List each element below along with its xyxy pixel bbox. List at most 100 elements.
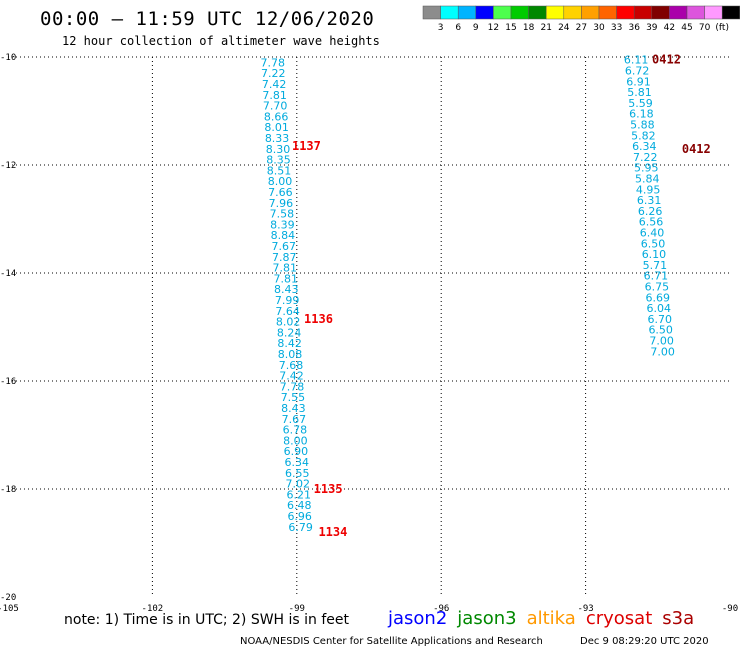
swh-value-label: 7.70	[263, 100, 288, 113]
colorbar-swatch	[422, 5, 441, 20]
time-annotation: 1134	[318, 525, 347, 539]
swh-value-label: 8.08	[278, 348, 303, 361]
swh-value-label: 7.42	[262, 78, 287, 91]
swh-value-label: 6.69	[646, 291, 671, 304]
swh-value-label: 8.43	[274, 283, 299, 296]
colorbar-label: 6	[455, 23, 461, 33]
swh-value-label: 8.66	[264, 110, 289, 123]
colorbar-swatch	[669, 5, 688, 20]
swh-value-label: 6.91	[626, 75, 651, 88]
x-tick-label: -102	[142, 604, 164, 614]
time-annotation: 1135	[314, 482, 343, 496]
swh-value-label: 8.33	[265, 132, 290, 145]
swh-value-label: 7.22	[633, 151, 658, 164]
swh-value-label: 5.95	[634, 162, 659, 175]
swh-value-label: 7.81	[273, 262, 298, 275]
colorbar-label: 70	[699, 23, 711, 33]
swh-value-label: 8.42	[277, 337, 302, 350]
colorbar-swatch	[581, 5, 600, 20]
swh-value-label: 7.96	[269, 197, 294, 210]
colorbar-swatch	[686, 5, 705, 20]
swh-value-label: 6.34	[285, 456, 310, 469]
satellite-legend: jason2 jason3 altika cryosat s3a	[388, 608, 704, 629]
swh-value-label: 7.81	[262, 89, 287, 102]
swh-value-label: 4.95	[636, 183, 661, 196]
swh-value-label: 6.70	[647, 313, 672, 326]
swh-value-label: 8.02	[276, 316, 301, 329]
swh-value-label: 7.00	[650, 345, 675, 358]
swh-value-label: 8.51	[267, 164, 292, 177]
chart-subtitle: 12 hour collection of altimeter wave hei…	[62, 34, 380, 48]
swh-value-label: 7.00	[649, 335, 674, 348]
swh-value-label: 5.82	[631, 129, 656, 142]
x-tick-label: -99	[289, 604, 305, 614]
swh-value-label: 5.59	[628, 97, 653, 110]
colorbar-label: 36	[628, 23, 640, 33]
y-tick-label: -14	[0, 269, 16, 279]
satellite-jason2: jason2	[388, 608, 448, 629]
swh-value-label: 6.75	[645, 281, 670, 294]
colorbar-swatch	[510, 5, 529, 20]
swh-value-label: 7.87	[272, 251, 297, 264]
swh-value-label: 8.01	[264, 121, 289, 134]
footer-note: note: 1) Time is in UTC; 2) SWH is in fe…	[64, 612, 350, 628]
swh-value-label: 5.88	[630, 119, 655, 132]
chart-title: 00:00 – 11:59 UTC 12/06/2020	[40, 8, 375, 30]
swh-value-label: 7.99	[275, 294, 300, 307]
swh-value-label: 7.81	[273, 272, 298, 285]
satellite-s3a: s3a	[662, 608, 695, 629]
swh-value-label: 8.43	[281, 402, 306, 415]
swh-value-label: 8.35	[266, 154, 291, 167]
swh-value-label: 6.11	[624, 54, 649, 67]
time-annotation: 0412	[682, 142, 711, 156]
y-tick-label: -18	[0, 485, 16, 495]
x-tick-label: -105	[0, 604, 19, 614]
satellite-altika: altika	[526, 608, 576, 629]
swh-value-label: 6.55	[285, 467, 310, 480]
colorbar-swatch	[528, 5, 547, 20]
swh-value-label: 6.50	[648, 324, 673, 337]
swh-value-label: 8.00	[268, 175, 293, 188]
x-tick-label: -96	[433, 604, 449, 614]
y-tick-label: -10	[0, 53, 16, 63]
swh-value-label: 7.67	[282, 413, 307, 426]
swh-value-label: 8.84	[271, 229, 296, 242]
swh-value-label: 6.04	[647, 302, 672, 315]
swh-value-label: 7.78	[280, 380, 305, 393]
swh-value-label: 6.56	[639, 216, 664, 229]
swh-value-label: 6.96	[287, 510, 312, 523]
colorbar-label: 9	[473, 23, 479, 33]
colorbar-unit: (ft)	[715, 23, 729, 33]
time-annotation: 1136	[304, 312, 333, 326]
swh-value-label: 5.84	[635, 173, 660, 186]
colorbar-swatch	[651, 5, 670, 20]
y-tick-label: -16	[0, 377, 16, 387]
colorbar-swatch	[598, 5, 617, 20]
swh-value-label: 6.48	[287, 499, 312, 512]
colorbar-swatch	[721, 5, 740, 20]
colorbar-label: 12	[488, 23, 499, 33]
colorbar-swatch	[616, 5, 635, 20]
swh-value-label: 5.81	[627, 86, 652, 99]
swh-value-label: 6.40	[640, 227, 665, 240]
colorbar-label: 30	[593, 23, 605, 33]
swh-value-label: 7.78	[260, 56, 285, 69]
swh-value-label: 8.24	[277, 326, 302, 339]
colorbar-swatch	[493, 5, 512, 20]
swh-value-label: 7.66	[268, 186, 293, 199]
swh-value-label: 8.39	[270, 218, 295, 231]
swh-value-label: 7.42	[279, 370, 304, 383]
swh-value-label: 6.26	[638, 205, 663, 218]
colorbar-label: 33	[611, 23, 622, 33]
swh-value-label: 6.31	[637, 194, 662, 207]
satellite-jason3: jason3	[457, 608, 517, 629]
colorbar-label: 24	[558, 23, 570, 33]
colorbar-label: 39	[646, 23, 658, 33]
satellite-cryosat: cryosat	[585, 608, 653, 629]
colorbar-label: 15	[505, 23, 516, 33]
swh-value-label: 6.72	[625, 65, 650, 78]
time-annotation: 1137	[292, 139, 321, 153]
swh-value-label: 8.30	[266, 143, 291, 156]
swh-value-label: 7.22	[261, 67, 286, 80]
